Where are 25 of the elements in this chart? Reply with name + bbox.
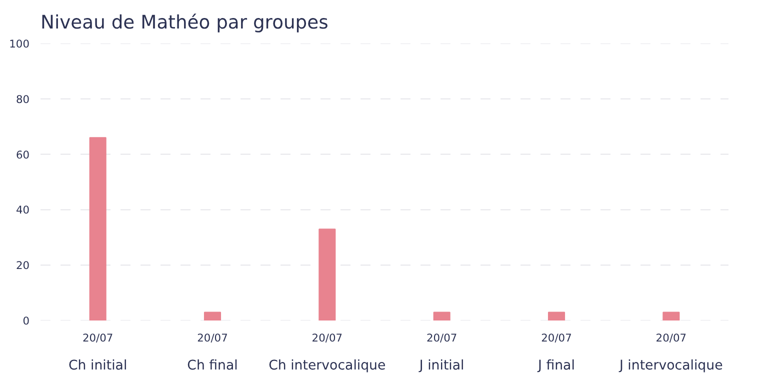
text: 20/07 [656, 332, 687, 344]
y-tick-label: 40 [16, 204, 30, 217]
bar [318, 228, 336, 320]
text: 20/07 [426, 332, 458, 344]
text: 20/07 [312, 332, 343, 344]
bar [89, 137, 106, 320]
text: 20/07 [197, 332, 228, 344]
y-tick-label: 20 [16, 259, 30, 272]
text: 20/07 [82, 332, 114, 344]
x-tick-label: J final [537, 358, 575, 374]
y-tick-label: 80 [16, 92, 30, 106]
y-tick-label: 0 [22, 314, 30, 328]
bar [662, 312, 680, 320]
chart-title: Niveau de Mathéo par groupes [40, 12, 328, 34]
text: 20/07 [541, 332, 572, 344]
x-tick-label: J initial [418, 358, 464, 374]
y-tick-label: 60 [16, 148, 30, 162]
x-tick-label: Ch final [187, 358, 238, 374]
x-tick-label: Ch intervocalique [268, 358, 386, 374]
bar [433, 312, 450, 320]
y-tick-label: 100 [9, 38, 30, 50]
x-tick-label: J intervocalique [618, 358, 723, 374]
bar [548, 312, 566, 320]
bar [204, 312, 222, 320]
x-tick-label: Ch initial [68, 358, 128, 374]
